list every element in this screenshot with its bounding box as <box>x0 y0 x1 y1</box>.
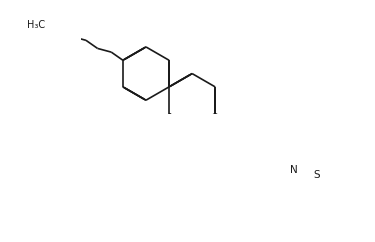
Text: H₃C: H₃C <box>27 20 45 30</box>
Text: S: S <box>313 170 320 180</box>
Text: N: N <box>290 165 297 175</box>
